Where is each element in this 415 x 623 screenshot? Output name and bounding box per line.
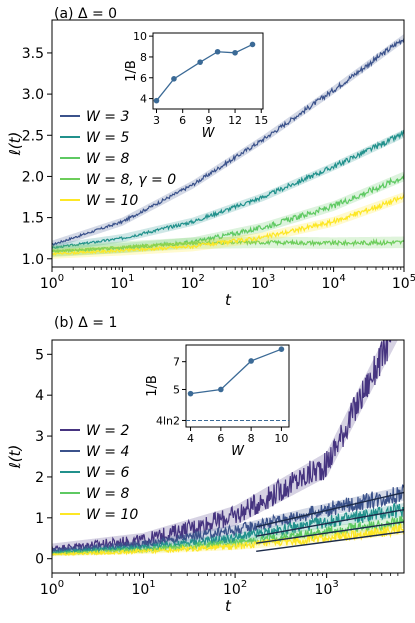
series-band (52, 524, 404, 557)
plot-area (52, 340, 404, 557)
legend-label: W = 8 (86, 151, 129, 167)
inset-y-tick-label: 5 (173, 383, 180, 396)
inset-a: 3 6 9 12 15 4 6 8 10 W 1/B (124, 30, 268, 141)
inset-point (218, 386, 224, 393)
y-tick-label: 1.0 (22, 252, 44, 268)
inset-point (171, 76, 177, 82)
plot-area (52, 33, 404, 259)
inset-x-tick-label: 4 (187, 432, 194, 445)
series-band (52, 485, 404, 553)
inset-point (197, 59, 203, 65)
y-tick-label: 3.0 (22, 87, 44, 103)
legend-label: W = 10 (86, 193, 138, 209)
inset-frame (185, 344, 290, 428)
inset-y-tick-label: 6 (140, 72, 147, 85)
y-tick-label: 2.0 (22, 169, 44, 185)
panel-a: 100 101 102 103 104 1051.01.52.02.53.03.5tℓ(t… (6, 6, 415, 309)
fit-line (256, 521, 404, 544)
fit-line (256, 491, 404, 528)
x-axis-label: t (225, 291, 232, 309)
legend-label: W = 5 (86, 130, 129, 146)
inset-point (248, 358, 254, 364)
panel-title: (b) Δ = 1 (54, 315, 117, 331)
y-tick-label: 0 (35, 552, 44, 568)
y-tick-label: 3.5 (22, 46, 44, 62)
inset-point (278, 346, 285, 352)
x-tick-label: 103 (251, 273, 275, 292)
series-line (52, 194, 404, 256)
inset-b: 4 6 8 10 4ln2 5 7 W 1/B (145, 344, 290, 459)
axes-frame (51, 19, 405, 268)
y-axis-label: ℓ(t) (6, 132, 24, 157)
inset-x-tick-label: 10 (274, 432, 288, 445)
series-band (52, 129, 404, 253)
panel-b: 100 101 102 103 0 1 2 3 4 5 t ℓ(t) (b) Δ = 1 W = 2 W =… (6, 315, 405, 615)
legend-label: W = 10 (86, 507, 138, 523)
inset-x-tick-label: 3 (153, 114, 160, 127)
y-axis-label: ℓ(t) (6, 445, 24, 470)
inset-point (249, 41, 256, 48)
y-tick-label: 2 (35, 470, 44, 486)
inset-x-tick-label: 6 (217, 432, 224, 445)
inset-y-label: 1/B (145, 375, 160, 397)
axes-frame (51, 339, 405, 574)
inset-y-tick-label: 4 (140, 93, 147, 106)
inset-y-tick-label: 10 (133, 30, 147, 43)
x-tick-label: 102 (181, 273, 205, 292)
inset-x-tick-label: 15 (254, 114, 268, 127)
panel-title: (a) Δ = 0 (54, 6, 117, 22)
inset-x-tick-label: 9 (205, 114, 212, 127)
series-line (52, 484, 404, 554)
legend-label: W = 2 (86, 423, 129, 439)
x-tick-label: 101 (110, 273, 134, 292)
inset-y-tick-label: 7 (173, 356, 180, 369)
legend-label: W = 4 (86, 444, 129, 460)
x-axis-label: t (225, 597, 232, 615)
inset-x-tick-label: 12 (228, 114, 242, 127)
inset-point (187, 390, 194, 397)
series-line (52, 129, 404, 249)
fit-line (256, 531, 404, 553)
legend-label: W = 3 (86, 109, 129, 125)
legend-label: W = 8, γ = 0 (86, 172, 176, 188)
inset-line (155, 43, 253, 102)
x-tick-label: 100 (40, 579, 64, 598)
x-tick-label: 100 (40, 273, 64, 292)
y-tick-label: 1.5 (22, 211, 44, 227)
inset-x-tick-label: 6 (179, 114, 186, 127)
series-band (52, 340, 398, 554)
inset-x-label: W (231, 444, 245, 459)
y-tick-label: 3 (35, 429, 44, 445)
series-line (52, 38, 404, 247)
series-line (52, 340, 392, 553)
x-tick-label: 104 (321, 273, 345, 292)
x-tick-label: 101 (131, 579, 155, 598)
x-tick-label: 102 (223, 579, 247, 598)
x-tick-label: 105 (392, 273, 415, 292)
inset-line (190, 348, 282, 395)
inset-y-tick-label: 4ln2 (156, 414, 180, 427)
legend-label: W = 6 (86, 465, 129, 481)
inset-x-tick-label: 8 (248, 432, 255, 445)
y-tick-label: 5 (35, 347, 44, 363)
series-line (52, 522, 404, 557)
inset-point (153, 97, 160, 104)
legend-label: W = 8 (86, 486, 129, 502)
y-tick-label: 1 (35, 511, 44, 527)
inset-frame (152, 32, 264, 110)
inset-y-label: 1/B (124, 60, 139, 82)
x-tick-label: 103 (315, 579, 339, 598)
inset-y-tick-label: 8 (140, 51, 147, 64)
inset-x-label: W (202, 126, 216, 141)
y-tick-label: 2.5 (22, 128, 44, 144)
fit-line (256, 508, 404, 537)
inset-point (232, 49, 238, 56)
series-band (52, 503, 404, 555)
y-tick-label: 4 (35, 388, 44, 404)
inset-point (214, 48, 221, 55)
